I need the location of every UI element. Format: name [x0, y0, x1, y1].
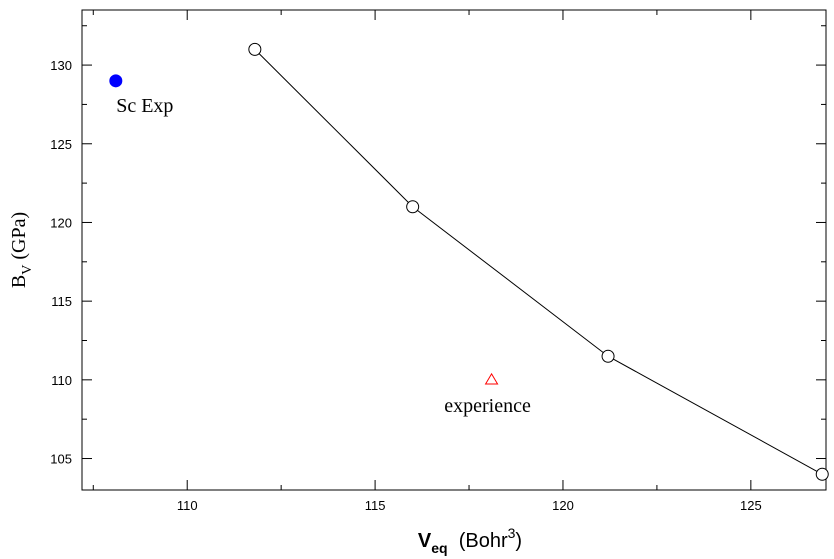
- y-tick-label: 115: [51, 294, 72, 309]
- data-point-filled-circle: [109, 74, 123, 88]
- point-annotation: experience: [444, 395, 531, 417]
- point-annotation: Sc Exp: [116, 95, 173, 117]
- x-tick-label: 115: [365, 498, 386, 513]
- y-axis-label-rest: (GPa): [8, 212, 30, 265]
- series-line: [254, 48, 823, 475]
- ticks: [82, 10, 826, 490]
- x-axis-label: Veq (Bohr3): [418, 525, 522, 556]
- y-tick-label: 105: [50, 452, 72, 467]
- x-axis-label-main: V: [418, 530, 432, 552]
- y-tick-label: 120: [50, 215, 72, 230]
- x-axis-label-close: ): [515, 530, 522, 552]
- x-tick-label: 125: [740, 498, 762, 513]
- x-tick-label: 110: [177, 498, 198, 513]
- x-axis-label-rest: (Bohr: [448, 530, 508, 552]
- y-axis-label-sub: V: [20, 265, 35, 275]
- y-tick-label: 125: [50, 137, 72, 152]
- x-tick-label: 120: [552, 498, 574, 513]
- x-axis-label-sub: eq: [431, 540, 447, 556]
- y-axis-label: BV (GPa): [8, 212, 35, 288]
- y-axis-label-main: B: [8, 275, 30, 288]
- data-point-open-circle: [601, 349, 615, 363]
- data-point-open-circle: [406, 200, 420, 214]
- plot-frame: [81, 9, 827, 491]
- annotation-layer: Sc Exp experience: [116, 95, 531, 417]
- y-tick-label: 130: [50, 58, 72, 73]
- data-point-open-triangle: [484, 372, 499, 385]
- tick-labels: 110 115 120 125 105 110 115 120 125 130: [50, 58, 761, 513]
- data-point-open-circle: [248, 42, 262, 56]
- x-axis-label-sup: 3: [508, 525, 516, 541]
- y-tick-label: 110: [51, 373, 72, 388]
- series-layer: [109, 42, 829, 481]
- data-point-open-circle: [815, 467, 829, 481]
